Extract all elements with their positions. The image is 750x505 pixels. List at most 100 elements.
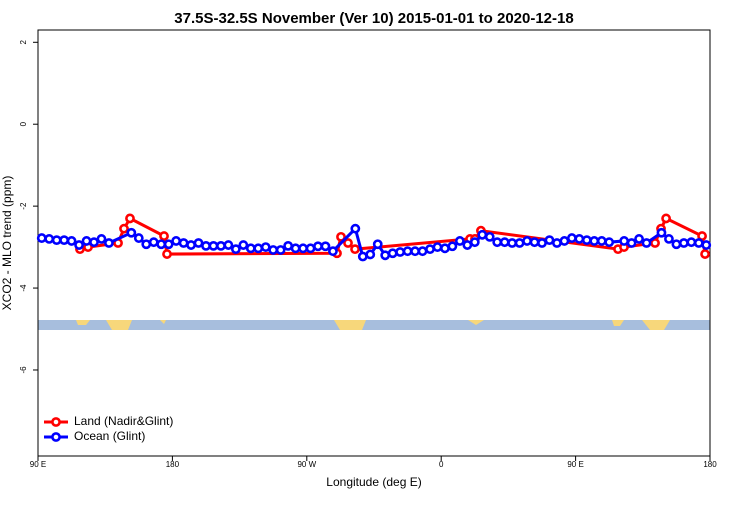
data-point xyxy=(298,243,308,254)
data-point xyxy=(313,241,323,252)
data-point xyxy=(275,245,286,255)
data-point xyxy=(126,227,137,238)
data-point xyxy=(159,231,169,241)
data-point xyxy=(156,239,167,250)
data-point xyxy=(700,249,710,259)
data-point xyxy=(59,235,70,246)
data-point xyxy=(193,238,204,248)
y-tick-label: 0 xyxy=(19,121,28,126)
data-point xyxy=(119,223,129,234)
y-tick-label: -6 xyxy=(19,366,28,374)
data-point xyxy=(440,243,450,254)
data-point xyxy=(641,238,652,248)
legend-label: Ocean (Glint) xyxy=(74,429,145,443)
data-point xyxy=(581,235,592,246)
data-point xyxy=(507,238,518,248)
data-point xyxy=(186,240,196,250)
data-point xyxy=(484,231,495,242)
data-point xyxy=(51,235,62,246)
data-point xyxy=(283,240,294,251)
x-axis-label: Longitude (deg E) xyxy=(326,475,421,489)
data-point xyxy=(410,246,420,257)
data-point xyxy=(574,234,585,244)
data-point xyxy=(701,240,712,250)
data-point xyxy=(290,243,301,254)
y-tick-label: -4 xyxy=(19,284,28,292)
y-tick-label: 2 xyxy=(19,40,28,45)
data-point xyxy=(559,236,570,246)
data-point xyxy=(596,236,607,246)
x-tick-label: 90 W xyxy=(297,460,316,469)
y-axis-label: XCO2 - MLO trend (ppm) xyxy=(0,176,14,311)
x-tick-label: 180 xyxy=(703,460,717,469)
data-point xyxy=(432,242,443,252)
data-point xyxy=(492,237,503,248)
data-point xyxy=(589,236,600,246)
data-point xyxy=(477,229,488,240)
legend-label: Land (Nadir&Glint) xyxy=(74,414,173,428)
data-point xyxy=(514,238,525,248)
x-tick-label: 90 E xyxy=(30,460,46,469)
data-point xyxy=(201,240,211,251)
data-point xyxy=(537,238,547,248)
data-point xyxy=(387,248,398,259)
data-point xyxy=(656,227,667,238)
x-tick-label: 0 xyxy=(439,460,444,469)
data-point xyxy=(372,239,383,250)
data-point xyxy=(328,246,338,257)
data-point xyxy=(664,234,674,244)
data-point xyxy=(380,250,391,261)
data-point xyxy=(178,238,189,248)
data-point xyxy=(230,244,241,255)
data-point xyxy=(686,237,697,248)
data-point xyxy=(336,231,346,242)
data-point xyxy=(604,237,615,248)
data-point xyxy=(402,246,413,257)
data-point xyxy=(208,240,219,251)
data-point xyxy=(425,244,435,255)
data-point xyxy=(223,240,234,250)
data-point xyxy=(395,247,406,257)
data-point xyxy=(454,236,465,246)
data-point xyxy=(661,213,671,224)
data-point xyxy=(650,238,660,248)
legend-swatch-marker xyxy=(51,417,61,427)
data-point xyxy=(162,249,172,259)
data-point xyxy=(133,233,144,243)
data-point xyxy=(499,237,510,248)
data-point xyxy=(44,234,55,244)
data-point xyxy=(104,238,114,248)
data-point xyxy=(260,242,271,252)
data-point xyxy=(566,233,577,243)
x-tick-label: 180 xyxy=(166,460,180,469)
data-point xyxy=(125,213,135,224)
data-point xyxy=(148,237,159,248)
data-point xyxy=(634,234,644,244)
data-point xyxy=(678,238,689,248)
chart-title: 37.5S-32.5S November (Ver 10) 2015-01-01… xyxy=(174,10,573,27)
data-point xyxy=(462,240,473,250)
data-point xyxy=(96,234,107,244)
legend-swatch-marker xyxy=(51,432,61,442)
data-point xyxy=(36,233,47,243)
data-point xyxy=(74,240,84,250)
data-point xyxy=(305,243,316,254)
data-point xyxy=(469,237,480,248)
data-point xyxy=(268,245,279,255)
data-point xyxy=(350,223,361,234)
data-point xyxy=(544,235,555,246)
data-point xyxy=(89,237,99,248)
data-point xyxy=(357,251,368,262)
data-point xyxy=(141,239,152,250)
data-point xyxy=(171,236,182,246)
data-point xyxy=(66,236,77,246)
data-point xyxy=(320,241,331,252)
data-point xyxy=(163,239,174,250)
data-point xyxy=(671,239,682,250)
x-tick-label: 90 E xyxy=(567,460,583,469)
data-point xyxy=(245,243,256,254)
data-point xyxy=(343,238,353,248)
data-point xyxy=(619,236,630,246)
data-point xyxy=(238,240,249,250)
